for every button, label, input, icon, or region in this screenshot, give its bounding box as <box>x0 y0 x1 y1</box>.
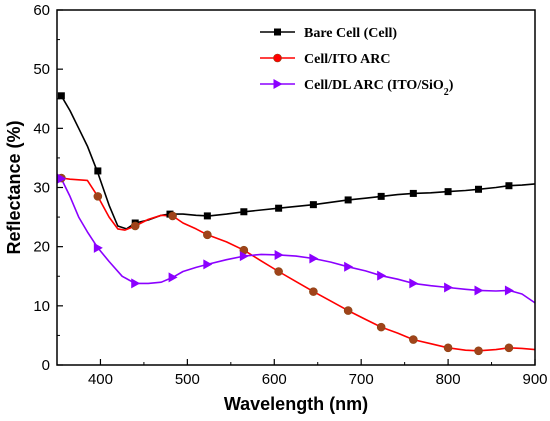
y-tick-label: 30 <box>33 180 50 197</box>
data-point-cell-ito-arc <box>203 230 212 240</box>
data-point-bare-cell-cell <box>344 196 352 204</box>
y-axis-title: Reflectance (%) <box>4 120 24 254</box>
data-point-cell-dl-arc-ito-sio2 <box>239 251 249 262</box>
data-point-cell-ito-arc <box>130 221 140 231</box>
legend-marker <box>274 28 281 36</box>
data-point-cell-dl-arc-ito-sio2 <box>131 278 141 289</box>
plot-frame <box>56 9 536 366</box>
data-point-bare-cell-cell <box>377 192 385 200</box>
y-tick-label: 40 <box>33 120 50 137</box>
x-axis: 400 500 600 700 800 900 <box>56 359 548 388</box>
y-tick-label: 20 <box>33 239 50 256</box>
series-markers <box>57 92 514 356</box>
legend-marker <box>273 53 282 63</box>
data-point-cell-dl-arc-ito-sio2 <box>93 242 103 253</box>
data-point-cell-dl-arc-ito-sio2 <box>274 249 284 260</box>
data-point-bare-cell-cell <box>240 208 248 216</box>
series-line-cell-ito-arc <box>61 177 536 352</box>
data-point-cell-dl-arc-ito-sio2 <box>168 272 178 283</box>
data-point-cell-ito-arc <box>474 346 483 356</box>
data-point-cell-ito-arc <box>443 343 453 353</box>
data-point-bare-cell-cell <box>409 189 417 197</box>
data-point-bare-cell-cell <box>57 92 65 100</box>
x-tick-label: 500 <box>175 371 200 388</box>
data-point-cell-ito-arc <box>409 335 418 344</box>
data-point-bare-cell-cell <box>444 188 452 196</box>
series-line-bare-cell-cell <box>60 95 536 230</box>
y-tick-label: 50 <box>33 61 50 78</box>
data-point-cell-ito-arc <box>93 192 103 201</box>
y-axis: 0 10 20 30 40 50 60 <box>33 2 63 374</box>
data-point-cell-dl-arc-ito-sio2 <box>203 259 213 270</box>
legend-label: Bare Cell (Cell) <box>304 26 397 41</box>
y-tick-label: 10 <box>33 298 50 315</box>
data-point-cell-ito-arc <box>309 287 318 296</box>
data-point-cell-dl-arc-ito-sio2 <box>344 261 354 272</box>
data-point-cell-ito-arc <box>168 211 177 221</box>
data-point-cell-dl-arc-ito-sio2 <box>409 278 419 289</box>
data-point-bare-cell-cell <box>275 204 283 212</box>
x-tick-label: 800 <box>436 371 461 388</box>
legend-label: Cell/ITO ARC <box>304 52 390 67</box>
data-point-bare-cell-cell <box>203 212 211 220</box>
data-point-cell-dl-arc-ito-sio2 <box>57 173 67 184</box>
data-point-cell-dl-arc-ito-sio2 <box>309 253 319 264</box>
data-point-bare-cell-cell <box>94 167 102 175</box>
data-point-cell-dl-arc-ito-sio2 <box>504 285 514 296</box>
x-tick-label: 700 <box>349 371 374 388</box>
legend: Bare Cell (Cell) Cell/ITO ARC Cell/DL ARC … <box>260 26 454 98</box>
series-lines <box>60 95 536 352</box>
data-point-cell-ito-arc <box>504 343 514 353</box>
data-point-cell-ito-arc <box>376 322 386 332</box>
y-tick-label: 60 <box>33 2 50 19</box>
y-tick-label: 0 <box>42 357 50 374</box>
data-point-bare-cell-cell <box>475 185 483 193</box>
data-point-cell-dl-arc-ito-sio2 <box>474 285 484 296</box>
data-point-bare-cell-cell <box>505 182 513 190</box>
data-point-cell-dl-arc-ito-sio2 <box>444 282 454 293</box>
data-point-cell-ito-arc <box>343 306 353 315</box>
data-point-cell-ito-arc <box>274 267 283 276</box>
series-line-cell-dl-arc-ito-sio2 <box>60 178 536 304</box>
x-tick-label: 900 <box>522 371 547 388</box>
data-point-cell-dl-arc-ito-sio2 <box>377 270 387 281</box>
x-tick-label: 600 <box>262 371 287 388</box>
data-point-bare-cell-cell <box>309 201 317 209</box>
legend-label: Cell/DL ARC (ITO/SiO2) <box>304 78 454 98</box>
x-axis-title: Wavelength (nm) <box>224 394 368 414</box>
legend-marker <box>273 79 283 89</box>
x-tick-label: 400 <box>88 371 113 388</box>
